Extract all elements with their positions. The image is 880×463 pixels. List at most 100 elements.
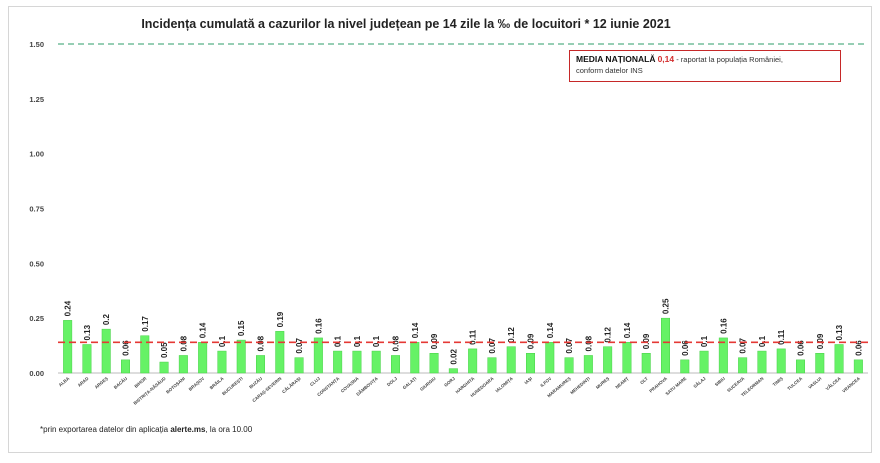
bar (622, 342, 632, 374)
y-tick-label: 0.25 (29, 314, 44, 323)
bar (757, 350, 767, 374)
bar (391, 355, 400, 374)
data-label: 0.06 (681, 340, 690, 356)
y-tick-label: 0.00 (29, 369, 44, 378)
x-tick-label: ALBA (58, 375, 71, 387)
data-label: 0.16 (314, 318, 323, 334)
x-tick-label: ARAD (77, 376, 90, 388)
bar (641, 353, 651, 374)
bar (352, 350, 362, 374)
x-tick-label: DOLJ (386, 376, 399, 388)
x-tick-label: SATU MARE (664, 376, 687, 396)
bar (680, 359, 690, 374)
bar (236, 339, 246, 374)
data-label: 0.17 (141, 316, 150, 332)
x-tick-label: SĂLAJ (692, 376, 707, 389)
y-tick-label: 1.25 (29, 95, 44, 104)
bar (275, 331, 285, 374)
bar (776, 348, 786, 374)
x-tick-label: VRANCEA (841, 375, 861, 393)
data-label: 0.05 (160, 342, 169, 358)
data-label: 0.11 (469, 329, 478, 345)
data-label: 0.13 (83, 324, 92, 340)
bar (853, 359, 863, 374)
bar (178, 355, 188, 374)
bar (545, 342, 555, 374)
footnote-prefix: *prin exportarea datelor din aplicația (40, 425, 171, 434)
data-label: 0.06 (797, 340, 806, 356)
x-tick-label: BUCUREȘTI (221, 376, 244, 396)
x-tick-label: BRAȘOV (188, 376, 206, 392)
y-tick-label: 0.50 (29, 259, 44, 268)
data-label: 0.14 (411, 322, 420, 338)
y-tick-label: 1.50 (29, 40, 44, 49)
bar (487, 357, 497, 374)
bar (834, 344, 844, 374)
data-label: 0.09 (527, 333, 536, 349)
x-tick-label: ILFOV (539, 376, 552, 388)
x-tick-label: ARGEȘ (94, 376, 109, 390)
data-label: 0.12 (604, 327, 613, 343)
x-tick-label: DÂMBOVIȚA (355, 375, 379, 396)
x-tick-label: MEHEDINȚI (569, 376, 591, 395)
x-tick-label: GIURGIU (419, 376, 437, 392)
x-tick-label: BACĂU (113, 376, 128, 390)
bar (468, 348, 478, 374)
data-label: 0.07 (565, 338, 574, 354)
chart-title: Incidența cumulată a cazurilor la nivel … (141, 17, 671, 31)
bar (526, 353, 535, 374)
bar (198, 342, 208, 374)
data-label: 0.25 (662, 298, 671, 314)
bar (718, 337, 728, 374)
x-tick-label: SIBIU (714, 376, 726, 387)
bar (333, 350, 343, 374)
data-label: 0.09 (430, 333, 439, 349)
data-label: 0.07 (295, 338, 304, 354)
bar (121, 359, 130, 374)
data-label: 0.16 (719, 318, 728, 334)
footnote: *prin exportarea datelor din aplicația a… (40, 425, 252, 434)
bar (661, 317, 670, 374)
bar (448, 368, 458, 374)
bar (583, 355, 593, 374)
bar (796, 359, 805, 374)
note-value: 0,14 (657, 54, 675, 64)
bar (410, 342, 420, 374)
data-label: 0.15 (237, 320, 246, 336)
bar (140, 335, 150, 374)
x-tick-label: BOTOȘANI (165, 376, 186, 395)
x-tick-label: IAȘI (523, 376, 533, 385)
bar (63, 320, 73, 374)
data-label: 0.13 (835, 324, 844, 340)
x-tick-label: OLT (639, 376, 649, 385)
x-tick-label: VÂLCEA (825, 375, 843, 391)
bar (256, 355, 265, 374)
data-label: 0.02 (449, 348, 458, 364)
national-average-note: MEDIA NAȚIONALĂ 0,14 - raportat la popul… (569, 50, 841, 82)
bar (159, 361, 169, 374)
data-label: 0.08 (257, 335, 266, 351)
data-label: 0.09 (816, 333, 825, 349)
x-tick-label: GALAȚI (402, 376, 418, 390)
note-line-1: MEDIA NAȚIONALĂ 0,14 - raportat la popul… (576, 54, 834, 65)
x-tick-label: BIHOR (133, 375, 148, 388)
bar (217, 350, 227, 374)
data-label: 0.2 (102, 313, 111, 325)
data-label: 0.19 (276, 311, 285, 327)
bar (313, 337, 323, 374)
data-label: 0.1 (758, 335, 767, 347)
data-label: 0.1 (334, 335, 343, 347)
footnote-suffix: , la ora 10.00 (205, 425, 253, 434)
x-tick-label: NEAMȚ (614, 376, 629, 390)
x-tick-label: VASLUI (807, 376, 822, 390)
note-heading: MEDIA NAȚIONALĂ (576, 54, 656, 64)
data-label: 0.24 (64, 300, 73, 316)
x-tick-label: BRĂILA (209, 375, 226, 390)
bar (82, 344, 92, 374)
data-label: 0.11 (777, 329, 786, 345)
data-label: 0.14 (546, 322, 555, 338)
data-label: 0.08 (179, 335, 188, 351)
data-label: 0.1 (700, 335, 709, 347)
data-label: 0.12 (507, 327, 516, 343)
